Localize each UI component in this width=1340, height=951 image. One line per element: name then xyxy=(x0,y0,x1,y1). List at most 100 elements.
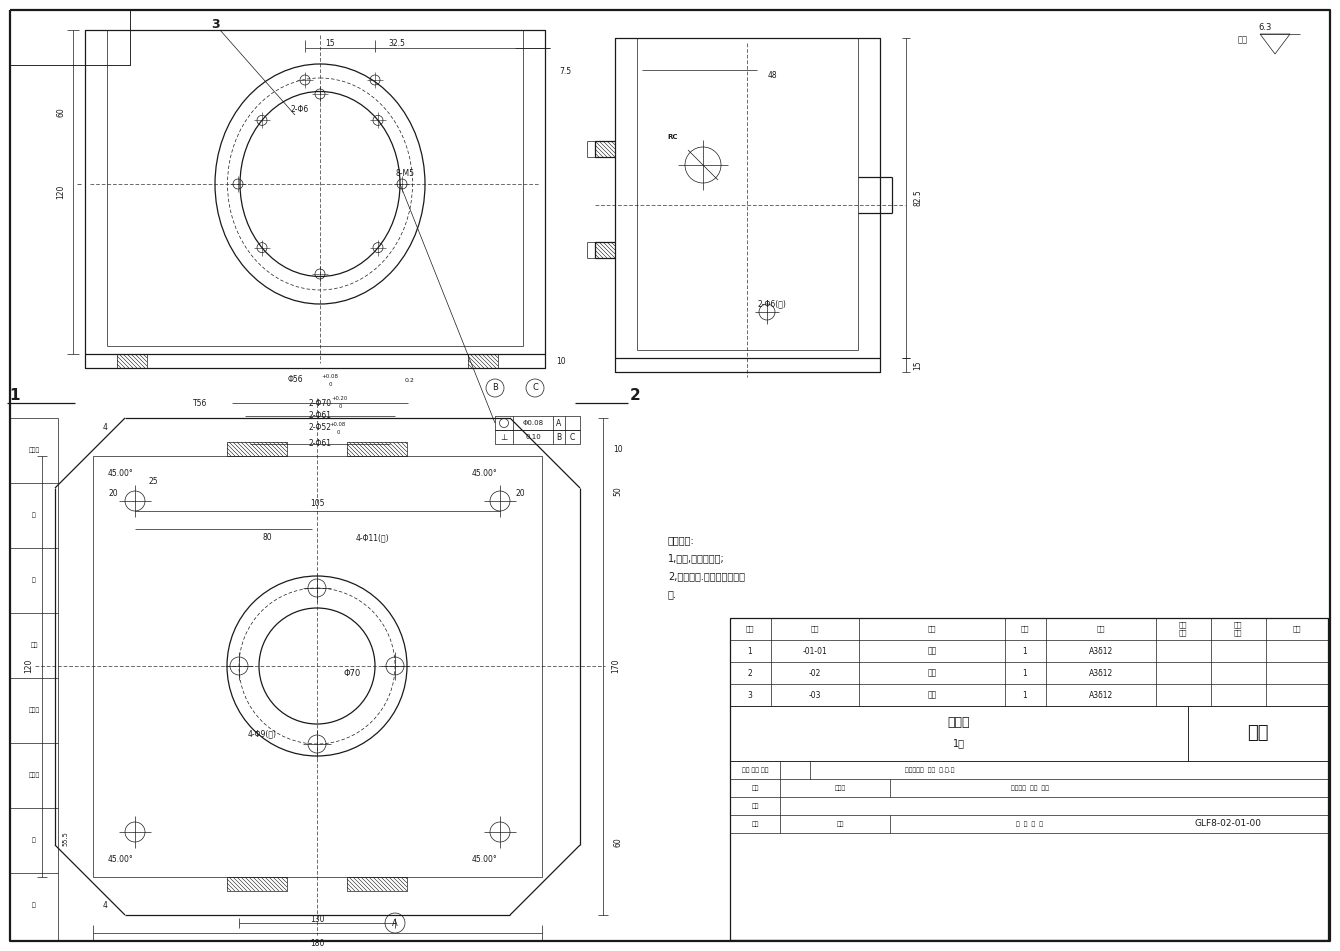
Text: 2,外表电镇.筱体内刷防锈锈: 2,外表电镇.筱体内刷防锈锈 xyxy=(669,571,745,581)
Text: 更改文件号  签字  年.月.日: 更改文件号 签字 年.月.日 xyxy=(906,767,954,773)
Text: 105: 105 xyxy=(310,498,324,508)
Text: 2-Φ61: 2-Φ61 xyxy=(308,412,331,420)
Text: -03: -03 xyxy=(809,690,821,700)
Text: 2: 2 xyxy=(630,389,641,403)
Text: Φ70: Φ70 xyxy=(343,670,360,678)
Text: 0.10: 0.10 xyxy=(525,434,541,440)
Text: 底板: 底板 xyxy=(927,690,937,700)
Text: 2-Φ6(通): 2-Φ6(通) xyxy=(757,300,787,308)
Text: 6.3: 6.3 xyxy=(1258,24,1272,32)
Text: 15: 15 xyxy=(914,360,922,370)
Text: C: C xyxy=(570,433,575,441)
Text: 120: 120 xyxy=(24,659,34,673)
Text: 60: 60 xyxy=(56,107,66,117)
Text: 1: 1 xyxy=(9,389,20,403)
Text: 82.5: 82.5 xyxy=(914,189,922,206)
Text: 130: 130 xyxy=(310,916,324,924)
Text: 0.2: 0.2 xyxy=(405,378,415,382)
Text: +0.20: +0.20 xyxy=(332,396,348,400)
Text: 4: 4 xyxy=(103,423,107,433)
Text: 审批: 审批 xyxy=(31,642,38,648)
Text: 标件记: 标件记 xyxy=(28,447,40,453)
Text: 2-Φ70: 2-Φ70 xyxy=(308,398,331,407)
Text: 180: 180 xyxy=(310,939,324,947)
Text: 设计: 设计 xyxy=(752,786,758,791)
Text: 标准化: 标准化 xyxy=(835,786,846,791)
Text: A3δ12: A3δ12 xyxy=(1089,647,1114,655)
Text: 4: 4 xyxy=(103,901,107,909)
Text: 其余: 其余 xyxy=(1238,35,1248,45)
Text: 数量: 数量 xyxy=(1021,626,1029,632)
Text: 1件: 1件 xyxy=(953,738,965,748)
Text: ⊥: ⊥ xyxy=(500,433,508,441)
Text: C: C xyxy=(532,383,537,393)
Text: B: B xyxy=(492,383,498,393)
Text: 工艺: 工艺 xyxy=(752,822,758,826)
Text: 20: 20 xyxy=(515,489,525,497)
Text: Φ56: Φ56 xyxy=(287,376,303,384)
Text: 170: 170 xyxy=(611,659,620,673)
Text: -02: -02 xyxy=(809,669,821,677)
Text: 4-Φ9(通): 4-Φ9(通) xyxy=(248,729,276,739)
Text: 2: 2 xyxy=(748,669,752,677)
Text: B: B xyxy=(556,433,561,441)
Text: 名称: 名称 xyxy=(927,626,937,632)
Text: 120: 120 xyxy=(56,184,66,199)
Text: 1: 1 xyxy=(748,647,752,655)
Text: 筱体: 筱体 xyxy=(1248,724,1269,742)
Text: 55.5: 55.5 xyxy=(62,831,68,846)
Text: GLF8-02-01-00: GLF8-02-01-00 xyxy=(1194,820,1261,828)
Text: 校: 校 xyxy=(32,577,36,583)
Text: 标记 更改 分区: 标记 更改 分区 xyxy=(742,767,768,773)
Text: 批准号: 批准号 xyxy=(28,708,40,713)
Text: 备注: 备注 xyxy=(1293,626,1301,632)
Text: 45.00°: 45.00° xyxy=(107,856,133,864)
Text: 45.00°: 45.00° xyxy=(107,469,133,477)
Text: 1: 1 xyxy=(1022,669,1028,677)
Text: +0.08: +0.08 xyxy=(322,374,339,378)
Text: 15: 15 xyxy=(326,40,335,49)
Text: 序号: 序号 xyxy=(746,626,754,632)
Text: 45.00°: 45.00° xyxy=(472,469,498,477)
Text: A3δ12: A3δ12 xyxy=(1089,669,1114,677)
Text: Φ0.08: Φ0.08 xyxy=(523,420,544,426)
Text: 单件
重量: 单件 重量 xyxy=(1179,622,1187,636)
Text: A3δ12: A3δ12 xyxy=(1089,690,1114,700)
Text: 审核: 审核 xyxy=(752,804,758,808)
Text: 组焼件: 组焼件 xyxy=(947,716,970,729)
Text: 3: 3 xyxy=(210,18,220,31)
Text: 0: 0 xyxy=(336,430,339,435)
Text: 材料: 材料 xyxy=(1096,626,1106,632)
Text: 50: 50 xyxy=(614,486,623,495)
Text: 1,焼牢,焼后再加工;: 1,焼牢,焼后再加工; xyxy=(669,553,725,563)
Text: 48: 48 xyxy=(768,71,777,81)
Text: 主: 主 xyxy=(32,837,36,843)
Text: 前板: 前板 xyxy=(927,647,937,655)
Text: 2-Φ52: 2-Φ52 xyxy=(308,423,331,433)
Text: 8-M5: 8-M5 xyxy=(395,169,414,179)
Text: Τ56: Τ56 xyxy=(193,398,208,407)
Text: 代号: 代号 xyxy=(811,626,819,632)
Text: 1: 1 xyxy=(1022,690,1028,700)
Text: 期: 期 xyxy=(32,902,36,908)
Text: A: A xyxy=(393,919,398,927)
Text: 漆.: 漆. xyxy=(669,589,677,599)
Text: -01-01: -01-01 xyxy=(803,647,827,655)
Text: 技术要求:: 技术要求: xyxy=(669,535,694,545)
Text: 2-Φ61: 2-Φ61 xyxy=(308,439,331,449)
Text: 10: 10 xyxy=(614,444,623,454)
Text: 后板: 后板 xyxy=(927,669,937,677)
Text: 0: 0 xyxy=(328,381,332,386)
Text: 共  集  第  页: 共 集 第 页 xyxy=(1017,822,1044,826)
Text: 60: 60 xyxy=(614,837,623,847)
Text: 7.5: 7.5 xyxy=(559,68,571,76)
Text: 4-Φ11(通): 4-Φ11(通) xyxy=(355,534,389,542)
Text: 25: 25 xyxy=(149,476,158,486)
Text: 1: 1 xyxy=(1022,647,1028,655)
Text: 10: 10 xyxy=(556,357,565,365)
Text: 接受号: 接受号 xyxy=(28,772,40,778)
Text: 图: 图 xyxy=(32,513,36,517)
Text: 80: 80 xyxy=(263,533,272,541)
Text: 批改标记  数量  比例: 批改标记 数量 比例 xyxy=(1010,786,1049,791)
Text: 32.5: 32.5 xyxy=(389,40,406,49)
